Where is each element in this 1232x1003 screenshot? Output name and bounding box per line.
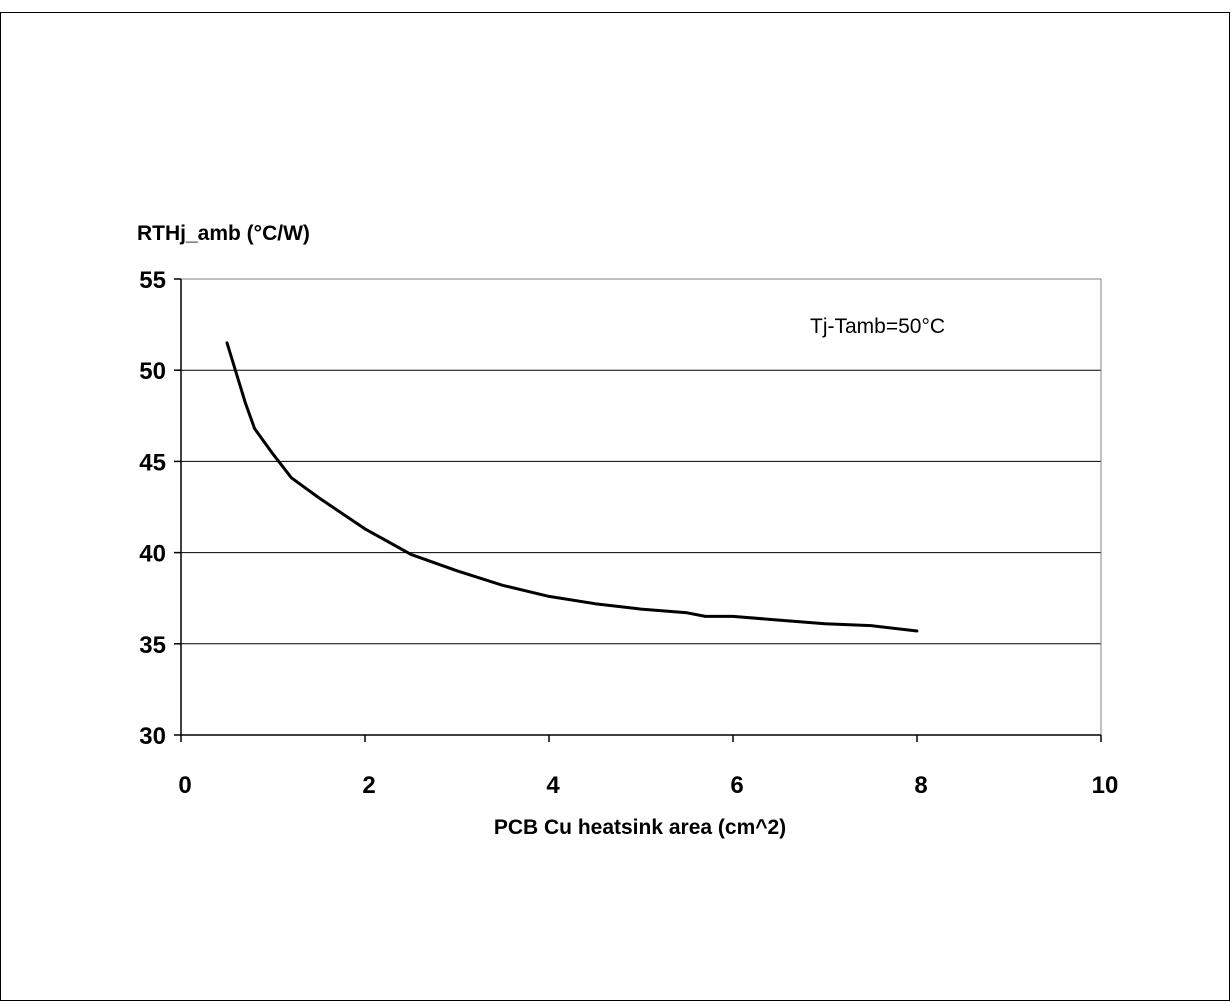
series-layer <box>225 341 919 633</box>
y-axis-title: RTHj_amb (°C/W) <box>137 222 310 245</box>
x-tick-label-0: 0 <box>178 772 191 799</box>
x-tick-label-4: 4 <box>546 772 560 799</box>
ticks: 30 35 40 45 50 55 0 2 4 6 8 10 <box>139 267 1118 799</box>
x-tick-label-8: 8 <box>914 772 927 799</box>
chart-frame <box>0 12 1230 1001</box>
y-tick-label-45: 45 <box>139 449 166 476</box>
plot-area <box>180 278 1102 736</box>
y-tick-label-50: 50 <box>139 358 166 385</box>
x-tick-label-6: 6 <box>730 772 743 799</box>
y-tick-label-40: 40 <box>139 541 166 568</box>
y-tick-label-55: 55 <box>139 267 166 294</box>
x-axis-title: PCB Cu heatsink area (cm^2) <box>494 816 786 839</box>
y-tick-label-30: 30 <box>139 723 166 750</box>
chart-annotation: Tj-Tamb=50°C <box>810 315 945 338</box>
y-tick-label-35: 35 <box>139 632 166 659</box>
gridlines <box>181 278 1101 645</box>
series-line-0 <box>225 341 919 633</box>
x-tick-label-10: 10 <box>1092 772 1119 799</box>
axes <box>180 279 1101 736</box>
x-tick-label-2: 2 <box>362 772 375 799</box>
